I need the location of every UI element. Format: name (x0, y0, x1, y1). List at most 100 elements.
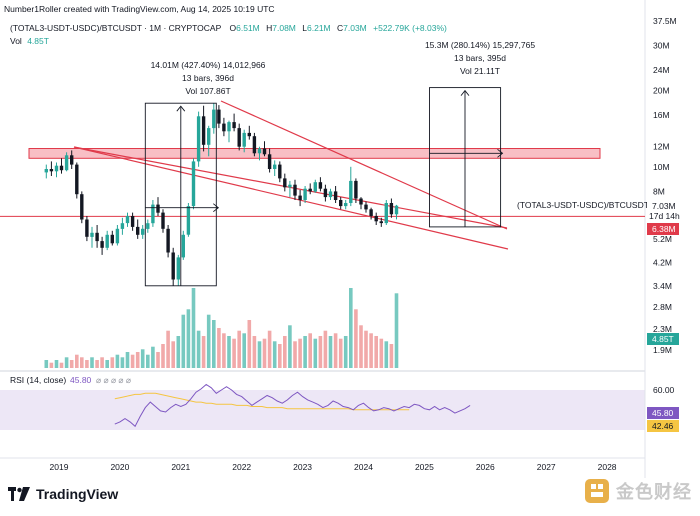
rsi-line (114, 383, 471, 428)
volume-bar (318, 336, 323, 368)
open-value: 6.51M (236, 23, 260, 33)
volume-bar (90, 357, 94, 368)
rsi-hidden-values: ⌀ ⌀ ⌀ ⌀ ⌀ (96, 375, 132, 385)
candle-body (146, 223, 150, 229)
volume-bar (80, 357, 84, 368)
volume-bar (115, 354, 120, 368)
symbol-axis-label: (TOTAL3-USDT-USDC)/BTCUSDT (517, 200, 649, 210)
candle-body (257, 148, 262, 154)
candle-body (364, 204, 368, 210)
resistance-zone (28, 148, 601, 159)
candle-body (70, 155, 74, 165)
symbol-legend[interactable]: (TOTAL3-USDT-USDC)/BTCUSDT · 1M · CRYPTO… (10, 23, 447, 33)
candle-body (349, 180, 353, 203)
candle-body (110, 234, 114, 244)
volume-bar (252, 336, 257, 368)
candle-body (64, 155, 69, 171)
time-tick-label: 2021 (171, 462, 190, 472)
time-axis[interactable]: 2019 2020 2021 2022 2023 2024 2025 2026 2027 2028 (50, 462, 617, 472)
volume-bar (161, 344, 165, 368)
candle-body (247, 132, 251, 137)
legend: Number1Roller created with TradingView.c… (4, 4, 447, 46)
chart-canvas: 14.01M (427.40%) 14,012,966 13 bars, 396… (0, 0, 681, 478)
time-tick-label: 2022 (232, 462, 251, 472)
candle-body (141, 228, 145, 235)
candle-body (207, 128, 211, 145)
volume-bar (110, 357, 115, 368)
volume-bar (359, 325, 363, 368)
candle-body (166, 228, 170, 253)
volume-legend[interactable]: Vol 4.85T (10, 36, 49, 46)
candle-body (59, 165, 64, 171)
measure-label-1-line2: 13 bars, 396d (182, 73, 234, 83)
rsi-badge: 45.80 (652, 408, 674, 418)
watermark: 金色财经 (584, 478, 692, 504)
volume-bar (389, 344, 394, 368)
candle-body (328, 191, 333, 198)
measure-label-2-line1: 15.3M (280.14%) 15,297,765 (425, 40, 535, 50)
volume-bar (54, 360, 59, 368)
candle-body (283, 178, 287, 188)
price-tick-label: 4.2M (653, 258, 672, 268)
price-tick-label: 16M (653, 110, 670, 120)
volume-bar (166, 330, 170, 368)
measure-arrowhead (176, 105, 186, 112)
volume-bar (69, 360, 74, 368)
candle-body (176, 257, 180, 280)
volume-bar (288, 325, 292, 368)
candle-body (90, 232, 94, 237)
candle-body (181, 234, 185, 258)
volume-bar (171, 341, 175, 368)
measure-label-2-line2: 13 bars, 395d (454, 53, 506, 63)
countdown-badge: 17d 14h (649, 211, 680, 221)
candle-body (318, 182, 323, 189)
candle-body (323, 188, 328, 198)
volume-bar (278, 344, 282, 368)
price-axis-badges: (TOTAL3-USDT-USDC)/BTCUSDT 7.03M 17d 14h… (517, 200, 681, 432)
candle-body (120, 223, 125, 229)
volume-value: 4.85T (27, 36, 49, 46)
candle-body (298, 195, 302, 200)
time-tick-label: 2027 (537, 462, 556, 472)
price-tick-label: 8M (653, 186, 665, 196)
volume-bar (105, 360, 109, 368)
candle-body (49, 169, 54, 172)
low-value: 6.21M (307, 23, 331, 33)
candle-body (394, 205, 399, 215)
measure-label-2-line3: Vol 21.11T (460, 66, 500, 76)
wedge-lower-trendline (73, 146, 509, 250)
last-price-badge-bg (647, 200, 681, 222)
volume-bar (125, 352, 130, 368)
credit-text: Number1Roller created with TradingView.c… (4, 4, 275, 14)
candle-body (217, 109, 221, 124)
rsi-legend[interactable]: RSI (14, close) 45.80 ⌀ ⌀ ⌀ ⌀ ⌀ (10, 375, 132, 385)
change-value: +522.79K (+8.03%) (373, 23, 447, 33)
rsi-legend-value: 45.80 (70, 375, 92, 385)
symbol-name[interactable]: (TOTAL3-USDT-USDC)/BTCUSDT · 1M · CRYPTO… (10, 23, 222, 33)
open-label: O (230, 23, 237, 33)
volume-bar (242, 333, 246, 368)
volume-bar (237, 330, 241, 368)
volume-bar (227, 336, 231, 368)
volume-bar (75, 354, 79, 368)
measure-arrowhead (460, 89, 470, 96)
candle-body (54, 165, 59, 172)
time-tick-label: 2026 (476, 462, 495, 472)
candle-body (379, 221, 383, 224)
time-tick-label: 2020 (110, 462, 129, 472)
candle-body (354, 180, 358, 199)
price-axis[interactable]: 37.5M30M24M20M16M12M10M8M7M5.2M4.2M3.4M2… (653, 16, 677, 355)
candle-body (308, 188, 312, 192)
volume-bar (349, 288, 353, 368)
measure-arrowhead (497, 148, 504, 158)
price-tick-label: 24M (653, 65, 670, 75)
low-label: L (302, 23, 307, 33)
volume-bar (146, 354, 150, 368)
candle-body (171, 252, 175, 280)
candle-body (369, 209, 373, 216)
price-tick-label: 3.4M (653, 281, 672, 291)
tradingview-brand[interactable]: TradingView (8, 486, 118, 502)
volume-bar (293, 341, 297, 368)
high-value: 7.08M (272, 23, 296, 33)
candlesticks (44, 103, 399, 286)
